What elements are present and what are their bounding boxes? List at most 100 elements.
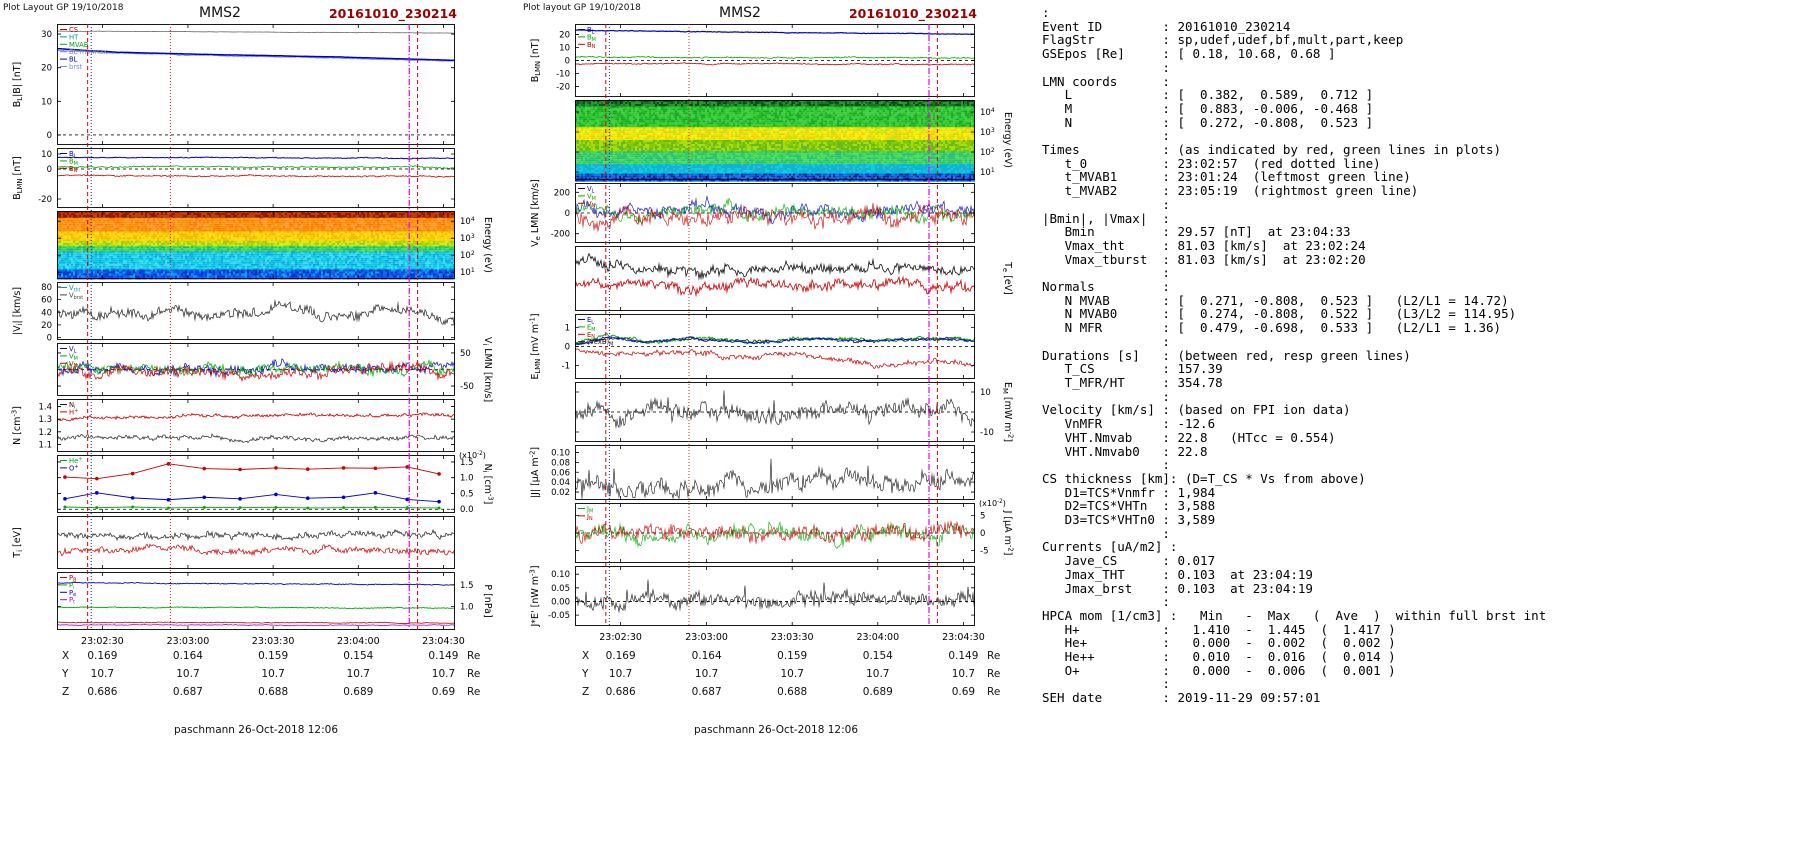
info-line: : — [1042, 265, 1170, 281]
layout-note: Plot layout GP 19/10/2018 — [523, 3, 641, 13]
table-cell: 10.7 — [951, 668, 976, 680]
spacecraft-title: MMS2 — [199, 5, 241, 21]
info-line: Normals : — [1042, 279, 1170, 295]
table-cell: 0.159 — [777, 650, 808, 662]
table-unit: Re — [987, 686, 1001, 698]
table-cell: 0.686 — [605, 686, 636, 698]
info-line: Vmax_tburst : 81.03 [km/s] at 23:02:20 — [1042, 251, 1366, 267]
table-cell: 0.69 — [431, 686, 456, 698]
info-line: H+ : 1.410 - 1.445 ( 1.417 ) — [1042, 621, 1396, 637]
event-id: 20161010_230214 — [848, 6, 977, 21]
table-unit: Re — [987, 650, 1001, 662]
info-line: |Bmin|, |Vmax| : — [1042, 210, 1170, 226]
plot-column-left: Plot Layout GP 19/10/2018 MMS2 20161010_… — [0, 0, 515, 841]
info-line: : — [1042, 594, 1170, 610]
event-info-panel: : Event ID : 20161010_230214 FlagStr : sp,… — [1042, 6, 1546, 705]
table-cell: 0.169 — [87, 650, 118, 662]
info-line: : — [1042, 525, 1170, 541]
table-row-label: Z — [62, 686, 70, 698]
plot-footer-left: paschmann 26-Oct-2018 12:06 — [173, 724, 338, 736]
plot-footer-middle: paschmann 26-Oct-2018 12:06 — [693, 724, 858, 736]
plot-column-middle: Plot layout GP 19/10/2018 MMS2 20161010_… — [520, 0, 1035, 841]
info-line: Velocity [km/s] : (based on FPI ion data… — [1042, 402, 1351, 418]
info-line: : — [1042, 59, 1170, 75]
table-cell: 0.687 — [691, 686, 722, 698]
table-unit: Re — [467, 686, 481, 698]
position-table-left: X 0.169 0.164 0.159 0.154 0.149 Re Y 10.7 10.7 10.… — [0, 0, 515, 841]
info-line: D2=TCS*VHTn : 3,588 — [1042, 498, 1216, 514]
info-line: HPCA mom [1/cm3] : Min - Max ( Ave ) wit… — [1042, 607, 1547, 623]
position-table-middle: X 0.169 0.164 0.159 0.154 0.149 Re Y 10.7 10.7 10.… — [520, 0, 1035, 841]
table-cell: 10.7 — [261, 668, 285, 680]
table-cell: 0.688 — [258, 686, 289, 698]
info-line: Times : (as indicated by red, green line… — [1042, 142, 1502, 158]
info-line: : — [1042, 457, 1170, 473]
info-line: Vmax_tht : 81.03 [km/s] at 23:02:24 — [1042, 237, 1366, 253]
table-cell: 10.7 — [431, 668, 456, 680]
table-cell: 0.69 — [951, 686, 976, 698]
info-line: VnMFR : -12.6 — [1042, 416, 1216, 432]
info-line: : — [1042, 676, 1170, 692]
event-id: 20161010_230214 — [328, 6, 457, 21]
table-cell: 10.7 — [346, 668, 370, 680]
table-cell: 0.154 — [862, 650, 893, 662]
table-cell: 0.169 — [605, 650, 636, 662]
table-cell: 0.689 — [343, 686, 374, 698]
table-row-label: Y — [582, 668, 589, 680]
table-cell: 10.7 — [866, 668, 890, 680]
info-line: : — [1042, 333, 1170, 349]
layout-note: Plot Layout GP 19/10/2018 — [3, 3, 124, 13]
table-unit: Re — [467, 650, 481, 662]
info-line: CS thickness [km]: (D=T_CS * Vs from abo… — [1042, 470, 1366, 486]
info-line: He++ : 0.010 - 0.016 ( 0.014 ) — [1042, 649, 1396, 665]
info-line: He+ : 0.000 - 0.002 ( 0.002 ) — [1042, 635, 1396, 651]
table-cell: 0.159 — [258, 650, 289, 662]
info-line: N MVAB : [ 0.271, -0.808, 0.523 ] (L2/L1… — [1042, 292, 1509, 308]
info-line: O+ : 0.000 - 0.006 ( 0.001 ) — [1042, 662, 1396, 678]
table-row-label: Z — [582, 686, 590, 698]
info-line: N MVAB0 : [ 0.274, -0.808, 0.522 ] (L3/L… — [1042, 306, 1517, 322]
info-line: Jmax_THT : 0.103 at 23:04:19 — [1042, 566, 1313, 582]
table-cell: 0.149 — [948, 650, 979, 662]
table-unit: Re — [467, 668, 481, 680]
info-line: t_MVAB2 : 23:05:19 (rightmost green line… — [1042, 183, 1419, 199]
info-line: VHT.Nmvab : 22.8 (HTcc = 0.554) — [1042, 429, 1336, 445]
info-line: Durations [s] : (between red, resp green… — [1042, 347, 1411, 363]
info-line: VHT.Nmvab0 : 22.8 — [1042, 443, 1208, 459]
plots-canvas-middle — [520, 22, 1035, 672]
info-line: N : [ 0.272, -0.808, 0.523 ] — [1042, 114, 1374, 130]
table-cell: 0.689 — [862, 686, 893, 698]
info-line: FlagStr : sp,udef,udef,bf,mult,part,keep — [1042, 32, 1404, 48]
table-cell: 0.164 — [691, 650, 722, 662]
info-line: L : [ 0.382, 0.589, 0.712 ] — [1042, 87, 1374, 103]
info-line: Event ID : 20161010_230214 — [1042, 18, 1291, 34]
info-line: T_CS : 157.39 — [1042, 361, 1223, 377]
info-line: LMN coords : — [1042, 73, 1170, 89]
table-cell: 10.7 — [608, 668, 633, 680]
table-row-label: X — [62, 650, 70, 662]
table-cell: 10.7 — [90, 668, 115, 680]
table-cell: 0.687 — [172, 686, 203, 698]
info-line: : — [1042, 388, 1170, 404]
info-line: : — [1042, 128, 1170, 144]
info-line: t_0 : 23:02:57 (red dotted line) — [1042, 155, 1381, 171]
info-line: Jmax_brst : 0.103 at 23:04:19 — [1042, 580, 1313, 596]
table-row-label: X — [582, 650, 590, 662]
table-cell: 0.164 — [172, 650, 203, 662]
info-line: t_MVAB1 : 23:01:24 (leftmost green line) — [1042, 169, 1411, 185]
info-line: D3=TCS*VHTn0 : 3,589 — [1042, 512, 1216, 528]
info-line: : — [1042, 196, 1170, 212]
info-line: : — [1042, 5, 1050, 20]
info-line: Bmin : 29.57 [nT] at 23:04:33 — [1042, 224, 1351, 240]
info-line: GSEpos [Re] : [ 0.18, 10.68, 0.68 ] — [1042, 46, 1336, 62]
info-line: T_MFR/HT : 354.78 — [1042, 374, 1223, 390]
spacecraft-title: MMS2 — [719, 5, 761, 21]
info-line: Jave_CS : 0.017 — [1042, 553, 1216, 569]
table-cell: 0.154 — [343, 650, 374, 662]
info-line: N MFR : [ 0.479, -0.698, 0.533 ] (L2/L1 … — [1042, 320, 1502, 336]
table-row-label: Y — [62, 668, 69, 680]
info-line: SEH date : 2019-11-29 09:57:01 — [1042, 690, 1321, 706]
info-line: M : [ 0.883, -0.006, -0.468 ] — [1042, 100, 1374, 116]
table-cell: 10.7 — [176, 668, 200, 680]
table-cell: 0.149 — [428, 650, 459, 662]
